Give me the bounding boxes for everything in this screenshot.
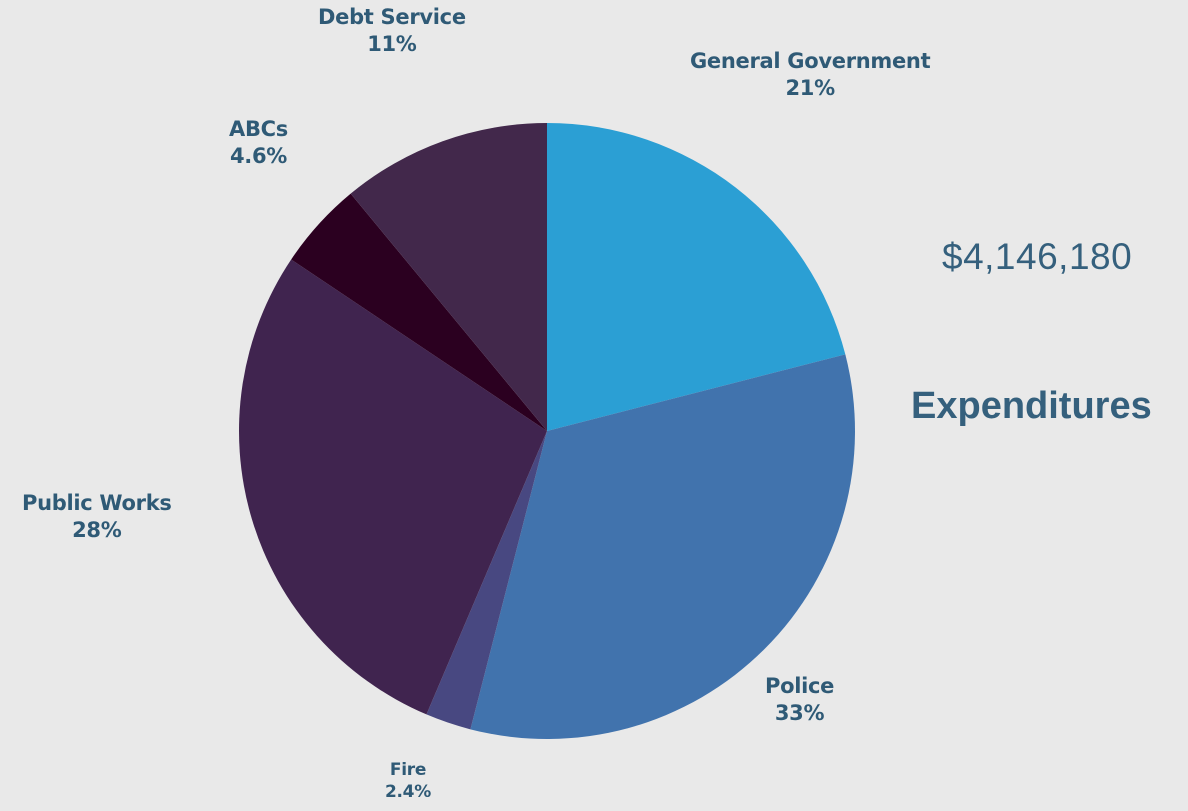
slice-label-public-works: Public Works 28% bbox=[22, 490, 172, 545]
pie-slice-abcs bbox=[291, 193, 547, 431]
pie-slice-fire bbox=[426, 431, 547, 730]
slice-name-public-works: Public Works bbox=[22, 491, 172, 515]
chart-title: Expenditures bbox=[911, 385, 1152, 427]
slice-name-police: Police bbox=[765, 674, 835, 698]
slice-percent-general-government: 21% bbox=[785, 76, 835, 101]
slice-percent-fire: 2.4% bbox=[385, 782, 431, 803]
pie-slice-debt-service bbox=[350, 123, 547, 431]
slice-label-general-government: General Government 21% bbox=[690, 48, 931, 103]
pie-slice-public-works bbox=[239, 259, 547, 715]
slice-name-general-government: General Government bbox=[690, 49, 931, 73]
slice-name-abcs: ABCs bbox=[229, 117, 288, 141]
slice-percent-abcs: 4.6% bbox=[229, 144, 288, 169]
slice-label-abcs: ABCs 4.6% bbox=[229, 116, 288, 171]
slice-label-police: Police 33% bbox=[765, 673, 834, 728]
slice-name-debt-service: Debt Service bbox=[318, 5, 466, 29]
slice-percent-police: 33% bbox=[774, 701, 825, 726]
slice-name-fire: Fire bbox=[389, 760, 427, 780]
slice-percent-debt-service: 11% bbox=[367, 32, 417, 57]
slice-label-debt-service: Debt Service 11% bbox=[318, 4, 466, 59]
slice-percent-public-works: 28% bbox=[72, 518, 122, 543]
pie-slice-general-government bbox=[547, 123, 846, 431]
pie-slice-police bbox=[470, 354, 855, 739]
total-amount: $4,146,180 bbox=[942, 236, 1133, 277]
slice-label-fire: Fire 2.4% bbox=[385, 759, 431, 803]
